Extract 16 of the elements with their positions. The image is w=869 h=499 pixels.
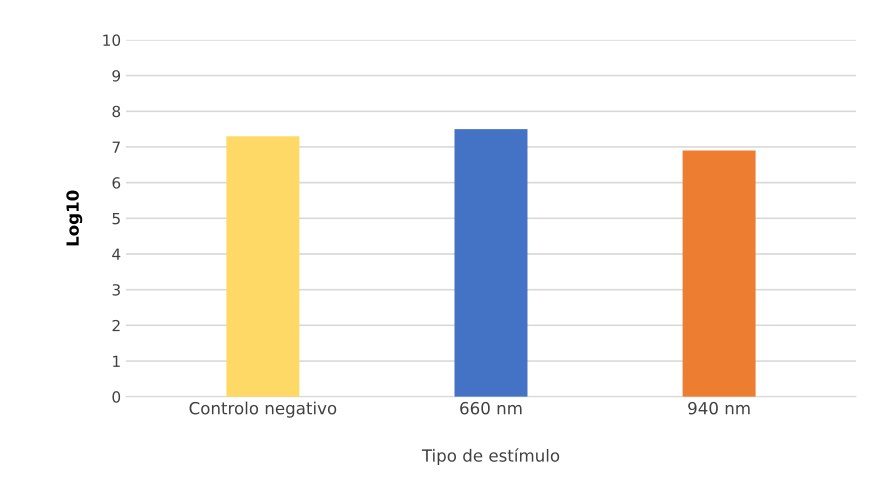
- y-tick-label: 10: [103, 34, 120, 46]
- y-tick-label: 1: [113, 356, 120, 367]
- y-tick-label: 4: [112, 248, 120, 260]
- y-tick-label: 9: [112, 70, 120, 82]
- x-tick-label: 660 nm: [460, 402, 522, 414]
- y-tick-label: 5: [112, 212, 120, 224]
- y-tick-label: 3: [112, 284, 120, 296]
- y-tick-label: 6: [112, 177, 120, 189]
- y-tick-label: 8: [112, 106, 120, 118]
- y-axis-title: Log10: [66, 190, 82, 246]
- x-axis-title: Tipo de estímulo: [422, 448, 560, 466]
- y-tick-label: 7: [112, 142, 120, 153]
- y-tick-label: 0: [112, 391, 120, 403]
- x-tick-label: 940 nm: [688, 402, 750, 414]
- y-tick-label: 2: [112, 320, 120, 332]
- x-tick-label: Controlo negativo: [190, 402, 336, 418]
